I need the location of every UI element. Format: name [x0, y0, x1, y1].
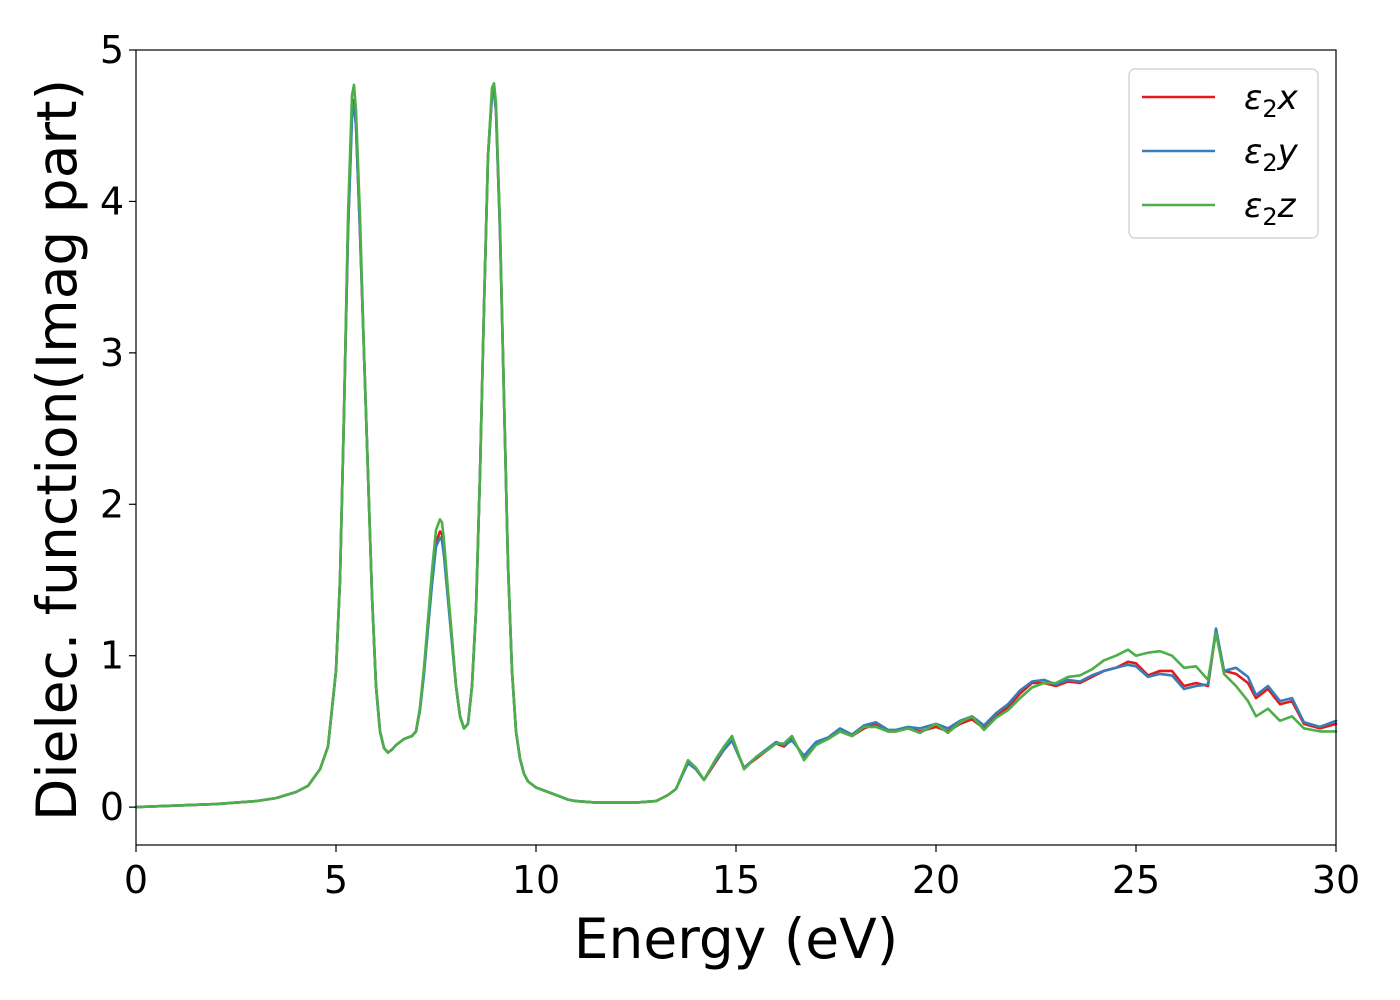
series-layer: [134, 82, 1338, 809]
y-tick-label: 1: [100, 634, 124, 678]
x-tick-label: 15: [712, 858, 760, 902]
legend-label-sub: 2: [1262, 149, 1277, 177]
y-tick-label: 0: [100, 785, 124, 829]
legend-label-tail: x: [1277, 78, 1299, 118]
y-tick-label: 3: [100, 331, 124, 375]
x-axis: 0 5 10 15 20 25 30: [124, 845, 1360, 902]
y-axis: 0 1 2 3 4 5: [100, 28, 136, 829]
y-axis-title: Dielec. function(Imag part): [25, 79, 89, 821]
legend-label-main: ε: [1244, 132, 1262, 172]
x-tick-label: 10: [512, 858, 560, 902]
legend-label-sub: 2: [1262, 95, 1277, 123]
x-tick-label: 20: [912, 858, 960, 902]
x-tick-label: 5: [324, 858, 348, 902]
x-tick-label: 30: [1312, 858, 1360, 902]
y-tick-label: 2: [100, 482, 124, 526]
x-tick-label: 25: [1112, 858, 1160, 902]
series-line-z: [134, 82, 1338, 809]
legend-label-z: ε2z: [1244, 186, 1297, 231]
legend-label-main: ε: [1244, 78, 1262, 118]
y-tick-label: 4: [100, 179, 124, 223]
legend-label-y: ε2y: [1244, 132, 1299, 177]
legend-label-tail: z: [1277, 186, 1297, 226]
legend-box: [1128, 68, 1319, 239]
x-tick-label: 0: [124, 858, 148, 902]
legend-label-main: ε: [1244, 186, 1262, 226]
legend-label-sub: 2: [1262, 203, 1277, 231]
legend-label-x: ε2x: [1244, 78, 1299, 123]
y-tick-label: 5: [100, 28, 124, 72]
x-axis-title: Energy (eV): [574, 907, 898, 971]
legend-label-tail: y: [1277, 132, 1299, 172]
